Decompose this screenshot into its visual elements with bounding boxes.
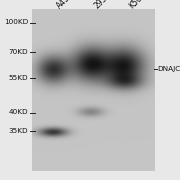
Bar [31, 9, 156, 171]
Text: DNAJC7: DNAJC7 [158, 66, 180, 72]
Text: 55KD: 55KD [8, 75, 28, 81]
Text: K562: K562 [127, 0, 147, 11]
Text: 293T: 293T [93, 0, 112, 11]
Text: 100KD: 100KD [4, 19, 28, 26]
Text: 35KD: 35KD [8, 128, 28, 134]
Text: A431: A431 [55, 0, 75, 11]
Text: 70KD: 70KD [8, 49, 28, 55]
Text: 40KD: 40KD [8, 109, 28, 116]
